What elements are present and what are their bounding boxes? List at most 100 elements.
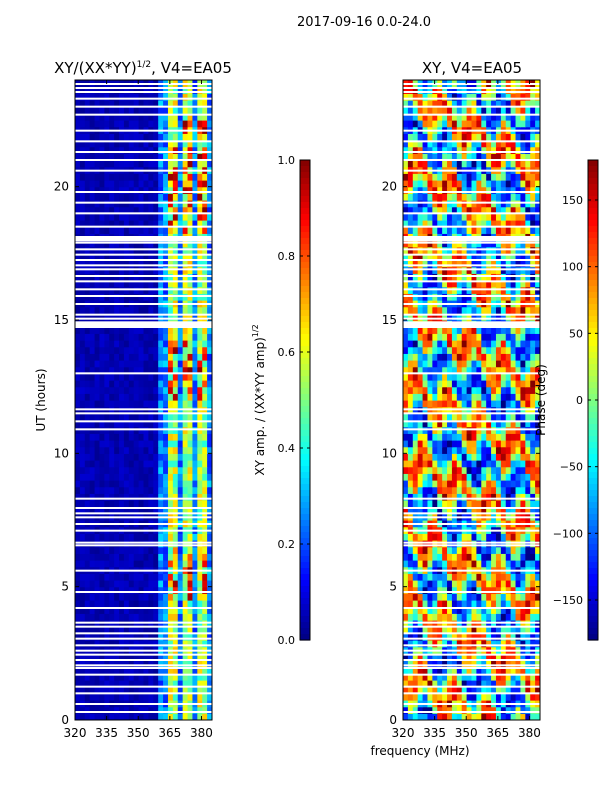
heatmap-cell [123,653,130,661]
heatmap-cell [495,706,502,714]
heatmap-cell [138,346,145,354]
heatmap-cell [163,220,169,228]
heatmap-cell [128,593,135,601]
heatmap-cell [486,313,492,321]
heatmap-cell [207,120,212,128]
heatmap-cell [123,480,130,488]
heatmap-cell [412,346,419,354]
heatmap-cell [427,606,433,614]
flagged-row [75,664,212,667]
heatmap-cell [182,120,189,128]
heatmap-cell [84,226,91,234]
heatmap-cell [79,433,86,441]
flagged-row [75,248,212,251]
heatmap-cell [172,546,179,554]
heatmap-cell [94,106,101,114]
heatmap-cell [75,340,81,348]
heatmap-cell [432,333,438,341]
heatmap-cell [407,693,414,701]
heatmap-cell [535,713,540,720]
heatmap-cell [123,160,130,168]
heatmap-cell [495,280,502,288]
heatmap-cell [79,226,86,234]
heatmap-cell [167,386,174,394]
heatmap-cell [167,86,174,94]
heatmap-cell [153,173,159,181]
heatmap-cell [407,400,414,408]
heatmap-cell [427,386,433,394]
heatmap-cell [143,660,149,668]
heatmap-cell [128,326,135,334]
heatmap-cell [207,146,212,154]
heatmap-cell [403,653,409,661]
heatmap-cell [153,100,159,108]
heatmap-cell [89,440,96,448]
heatmap-cell [163,306,169,314]
heatmap-cell [114,673,120,681]
heatmap-cell [84,413,91,421]
heatmap-cell [510,333,517,341]
heatmap-cell [197,173,203,181]
heatmap-cell [123,420,130,428]
flagged-row [75,253,212,256]
heatmap-cell [153,360,159,368]
heatmap-cell [187,713,194,720]
heatmap-cell [143,453,149,461]
heatmap-cell [476,353,482,361]
heatmap-cell [530,393,536,401]
heatmap-cell [99,153,105,161]
heatmap-cell [442,326,448,334]
heatmap-cell [500,586,507,594]
heatmap-cell [128,666,135,674]
heatmap-cell [187,593,194,601]
heatmap-cell [138,106,145,114]
heatmap-cell [187,600,194,608]
heatmap-cell [182,93,189,101]
heatmap-cell [481,713,487,720]
heatmap-cell [104,260,110,268]
flagged-row [75,97,212,100]
heatmap-cell [94,600,101,608]
heatmap-cell [437,586,443,594]
heatmap-cell [505,480,512,488]
flagged-row [75,428,212,431]
heatmap-cell [451,393,458,401]
heatmap-cell [535,666,540,674]
heatmap-cell [143,153,149,161]
heatmap-cell [114,280,120,288]
heatmap-cell [476,626,482,634]
heatmap-cell [167,593,174,601]
heatmap-cell [89,460,96,468]
heatmap-cell [123,313,130,321]
heatmap-cell [422,226,429,234]
heatmap-cell [437,366,443,374]
heatmap-cell [432,260,438,268]
heatmap-cell [192,360,198,368]
heatmap-cell [422,280,429,288]
heatmap-cell [84,340,91,348]
heatmap-cell [99,133,105,141]
heatmap-cell [207,546,212,554]
heatmap-cell [75,413,81,421]
heatmap-cell [471,413,477,421]
heatmap-cell [476,586,482,594]
heatmap-cell [133,440,140,448]
heatmap-cell [471,333,477,341]
heatmap-cell [128,380,135,388]
heatmap-cell [525,493,531,501]
heatmap-cell [182,86,189,94]
heatmap-cell [177,220,184,228]
heatmap-cell [451,606,458,614]
heatmap-cell [202,553,208,561]
heatmap-cell [466,453,473,461]
heatmap-cell [128,686,135,694]
heatmap-cell [138,453,145,461]
heatmap-cell [422,373,429,381]
heatmap-cell [530,453,536,461]
heatmap-cell [123,206,130,214]
heatmap-cell [461,326,468,334]
heatmap-cell [515,713,522,720]
heatmap-cell [417,613,424,621]
heatmap-cell [84,280,91,288]
heatmap-cell [84,213,91,221]
